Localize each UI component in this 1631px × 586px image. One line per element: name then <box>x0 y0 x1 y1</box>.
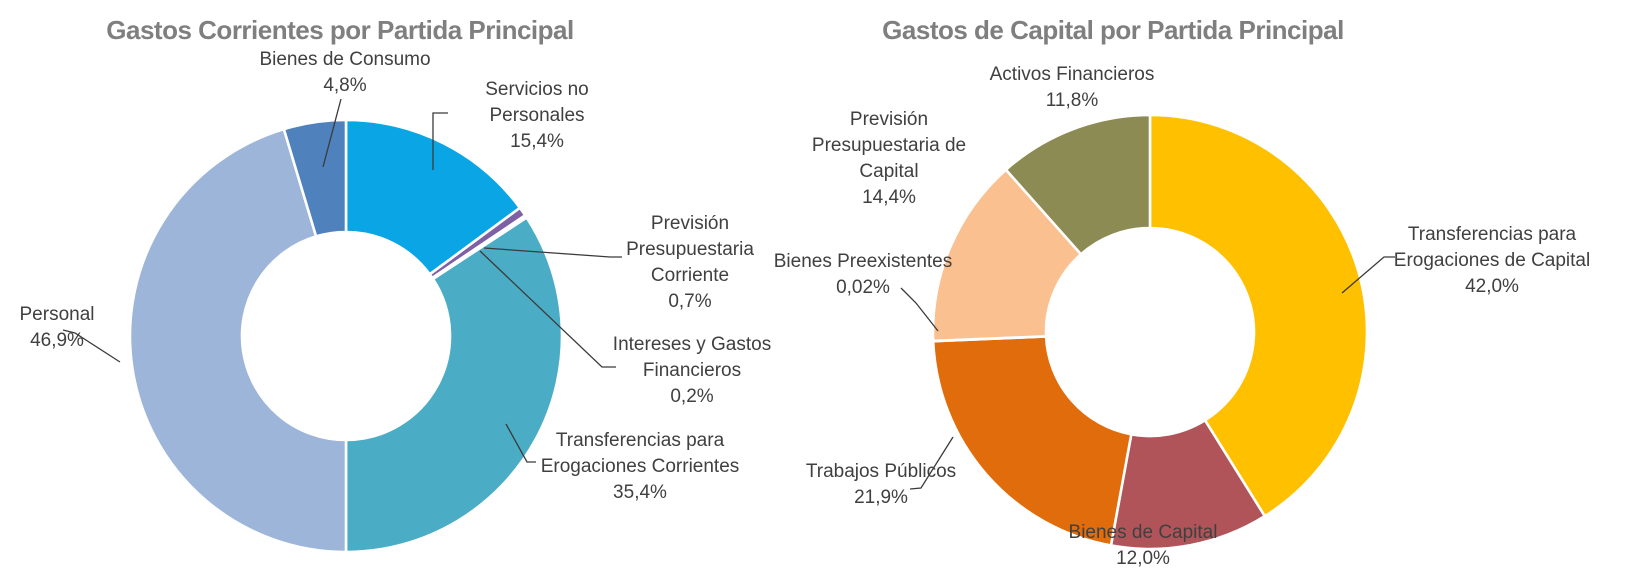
slice-activos-financieros <box>1004 113 1152 256</box>
label-category-line: Personales <box>489 105 585 126</box>
leader-line-servicios-no-personales <box>432 112 448 170</box>
label-percentage: 0,2% <box>670 386 714 407</box>
label-percentage: 0,02% <box>836 277 890 298</box>
slice-label-bienes-de-capital: Bienes de Capital 12,0% <box>1069 520 1218 572</box>
slice-label-servicios-no-personales: Servicios no Personales 15,4% <box>485 77 589 155</box>
slice-label-transferencias-para-erogaciones-corrientes: Transferencias para Erogaciones Corriente… <box>541 428 740 506</box>
label-category-line: Previsión <box>650 213 730 234</box>
label-category-line: Corriente <box>650 265 730 286</box>
leader-line-personal <box>62 329 121 363</box>
label-category-line: Transferencias para <box>555 430 725 451</box>
label-percentage: 46,9% <box>30 330 84 351</box>
leader-line-bienes-de-consumo <box>322 98 342 168</box>
leader-line-bienes-preexistentes <box>900 287 939 332</box>
label-category-line: Erogaciones Corrientes <box>540 456 740 477</box>
donut-gastos-capital <box>931 113 1369 551</box>
label-category-line: Bienes de Capital <box>1068 522 1218 543</box>
label-category-line: Presupuestaria <box>626 239 754 260</box>
slice-servicios-no-personales <box>344 118 522 276</box>
slice-label-transferencias-para-erogaciones-de-capital: Transferencias para Erogaciones de Capita… <box>1394 222 1590 300</box>
label-percentage: 0,7% <box>668 291 712 312</box>
label-category-line: Activos Financieros <box>989 64 1155 85</box>
label-percentage: 21,9% <box>854 487 908 508</box>
label-category-line: Presupuestaria de <box>811 135 967 156</box>
slice-label-trabajos-publicos: Trabajos Públicos 21,9% <box>806 459 956 511</box>
leader-line-transferencias-para-erogaciones-corrientes <box>505 423 536 463</box>
label-percentage: 11,8% <box>1045 90 1099 111</box>
label-category-line: Personal <box>19 304 95 325</box>
leader-line-prevision-presupuestaria-corriente <box>483 247 622 258</box>
label-percentage: 4,8% <box>323 75 367 96</box>
label-category-line: Bienes de Consumo <box>259 49 431 70</box>
leader-lines <box>62 98 1395 490</box>
label-percentage: 42,0% <box>1465 276 1519 297</box>
label-category-line: Transferencias para <box>1407 224 1577 245</box>
label-category-line: Servicios no <box>485 79 589 100</box>
slice-personal <box>128 127 348 554</box>
label-percentage: 14,4% <box>862 187 916 208</box>
slice-label-activos-financieros: Activos Financieros 11,8% <box>990 62 1155 114</box>
slice-label-prevision-presupuestaria-de-capital: Previsión Presupuestaria de Capital 14,4% <box>812 107 966 211</box>
label-category-line: Intereses y Gastos <box>612 334 772 355</box>
label-percentage: 15,4% <box>510 131 564 152</box>
slice-label-intereses-y-gastos-financieros: Intereses y Gastos Financieros 0,2% <box>613 332 771 410</box>
label-percentage: 35,4% <box>613 482 667 503</box>
leader-line-intereses-y-gastos-financieros <box>479 250 616 368</box>
label-category-line: Trabajos Públicos <box>805 461 957 482</box>
label-percentage: 12,0% <box>1116 548 1170 569</box>
label-category-line: Capital <box>859 161 919 182</box>
label-category-line: Previsión <box>849 109 929 130</box>
donut-gastos-corrientes <box>128 118 564 554</box>
slice-label-prevision-presupuestaria-corriente: Previsión Presupuestaria Corriente 0,7% <box>626 211 754 315</box>
slice-label-bienes-de-consumo: Bienes de Consumo 4,8% <box>259 47 430 99</box>
leader-line-trabajos-publicos <box>909 436 954 490</box>
label-category-line: Bienes Preexistentes <box>773 251 953 272</box>
slice-trabajos-publicos <box>931 335 1133 547</box>
slice-transferencias-para-erogaciones-corrientes <box>344 216 564 554</box>
leader-line-transferencias-para-erogaciones-de-capital <box>1341 256 1395 294</box>
slice-bienes-de-consumo <box>282 118 348 238</box>
chart-title-gastos-corrientes: Gastos Corrientes por Partida Principal <box>106 15 574 45</box>
chart-title-gastos-capital: Gastos de Capital por Partida Principal <box>882 15 1344 45</box>
slice-prevision-presupuestaria-de-capital <box>931 168 1083 343</box>
label-category-line: Financieros <box>642 360 742 381</box>
label-category-line: Erogaciones de Capital <box>1393 250 1591 271</box>
slice-label-personal: Personal 46,9% <box>20 302 95 354</box>
slice-transferencias-para-erogaciones-de-capital <box>1148 113 1369 518</box>
slice-label-bienes-preexistentes: Bienes Preexistentes 0,02% <box>774 249 953 301</box>
